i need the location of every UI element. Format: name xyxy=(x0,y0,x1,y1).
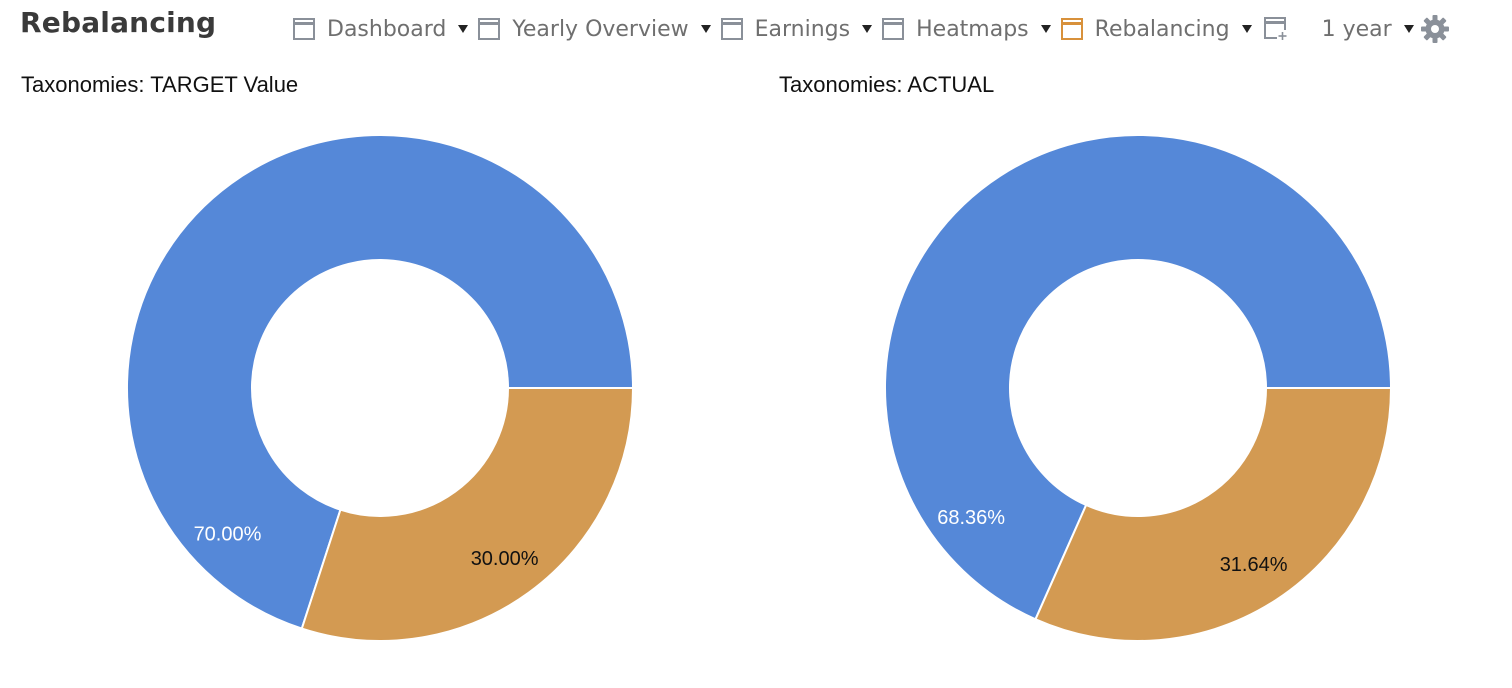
gear-icon[interactable] xyxy=(1420,14,1450,44)
target-donut-chart: 70.00% 30.00% xyxy=(126,133,635,642)
chevron-down-icon[interactable] xyxy=(700,25,711,33)
tab-heatmaps[interactable]: Heatmaps xyxy=(882,17,1051,42)
chevron-down-icon[interactable] xyxy=(862,25,873,33)
tab-label: Dashboard xyxy=(327,16,447,42)
chevron-down-icon[interactable] xyxy=(458,25,469,33)
tab-label: Heatmaps xyxy=(916,16,1029,42)
window-icon xyxy=(882,18,905,40)
chevron-down-icon[interactable] xyxy=(1040,25,1051,33)
tab-dashboard[interactable]: Dashboard xyxy=(293,16,469,42)
chart-title-target: Taxonomies: TARGET Value xyxy=(21,72,299,97)
tab-label: Earnings xyxy=(754,16,851,42)
chart-title-actual: Taxonomies: ACTUAL xyxy=(779,72,995,97)
slice-data-label: 70.00% xyxy=(194,524,262,546)
donut-slice[interactable] xyxy=(126,133,635,630)
window-icon xyxy=(1060,18,1083,40)
donut-slice[interactable] xyxy=(884,134,1393,621)
window-icon xyxy=(478,18,501,40)
slice-data-label: 68.36% xyxy=(937,507,1005,529)
window-icon xyxy=(720,18,743,40)
tab-label: Yearly Overview xyxy=(512,16,689,42)
period-label: 1 year xyxy=(1321,16,1392,42)
slice-data-label: 30.00% xyxy=(471,548,539,570)
page-title: Rebalancing xyxy=(20,6,217,39)
add-tab-icon[interactable] xyxy=(1263,17,1288,41)
actual-donut-chart: 68.36% 31.64% xyxy=(884,134,1393,642)
tab-earnings[interactable]: Earnings xyxy=(720,16,873,42)
tab-label: Rebalancing xyxy=(1094,16,1230,42)
chevron-down-icon[interactable] xyxy=(1403,25,1414,33)
chevron-down-icon[interactable] xyxy=(1241,25,1252,33)
period-selector[interactable]: 1 year xyxy=(1322,17,1414,42)
donut-slice[interactable] xyxy=(300,387,635,642)
slice-data-label: 31.64% xyxy=(1220,554,1288,576)
window-icon xyxy=(293,18,315,40)
tab-rebalancing[interactable]: Rebalancing xyxy=(1060,16,1252,42)
view-tabs-toolbar: Dashboard Yearly Overview Earnings Heatm… xyxy=(293,12,1450,46)
tab-yearly-overview[interactable]: Yearly Overview xyxy=(478,16,711,42)
donut-slice[interactable] xyxy=(1034,387,1393,642)
